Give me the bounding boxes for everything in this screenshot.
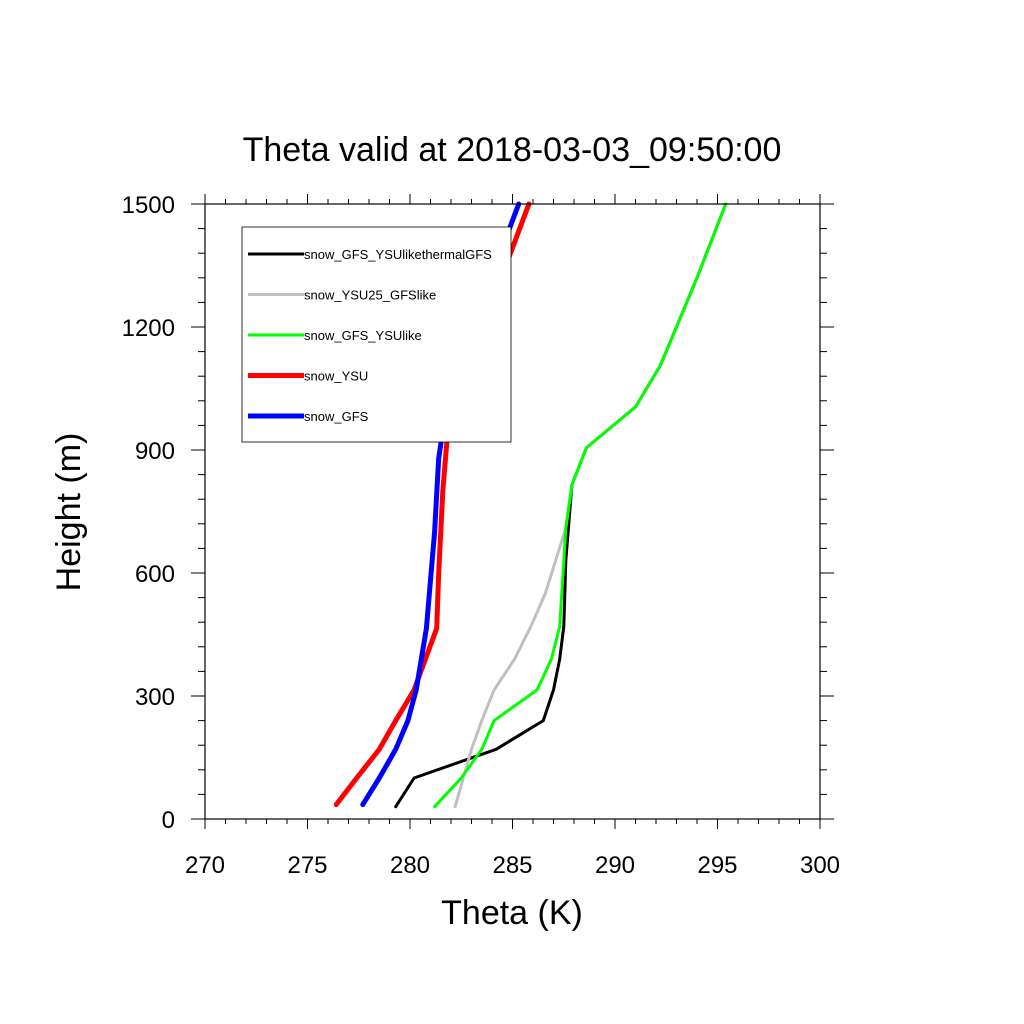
y-tick-label: 600 <box>135 561 175 588</box>
legend-entry: snow_GFS <box>304 409 369 424</box>
legend-entry: snow_GFS_YSUlikethermalGFS <box>304 247 492 262</box>
plot-area: 270 275 280 285 290 295 300 0 300 600 900 1200 1500 <box>122 192 840 879</box>
x-axis-label: Theta (K) <box>441 894 583 932</box>
x-tick-label: 275 <box>287 852 327 879</box>
y-axis-label: Height (m) <box>50 433 88 592</box>
y-tick-label: 900 <box>135 438 175 465</box>
x-tick-label: 290 <box>595 852 635 879</box>
x-tick-label: 270 <box>185 852 225 879</box>
series-line-snow_GFS_YSUlike <box>433 202 728 809</box>
x-tick-label: 295 <box>697 852 737 879</box>
y-tick-label: 300 <box>135 684 175 711</box>
legend: snow_GFS_YSUlikethermalGFS snow_YSU25_GFS… <box>241 226 512 443</box>
x-tick-label: 300 <box>800 852 840 879</box>
y-tick-label: 1500 <box>122 192 175 219</box>
y-tick-label: 0 <box>162 807 175 834</box>
y-tick-label: 1200 <box>122 315 175 342</box>
chart-title: Theta valid at 2018-03-03_09:50:00 <box>243 131 782 169</box>
legend-entry: snow_YSU25_GFSlike <box>304 288 436 303</box>
legend-entry: snow_GFS_YSUlike <box>304 328 422 343</box>
legend-entry: snow_YSU <box>304 369 368 384</box>
x-tick-label: 285 <box>492 852 532 879</box>
x-tick-label: 280 <box>390 852 430 879</box>
